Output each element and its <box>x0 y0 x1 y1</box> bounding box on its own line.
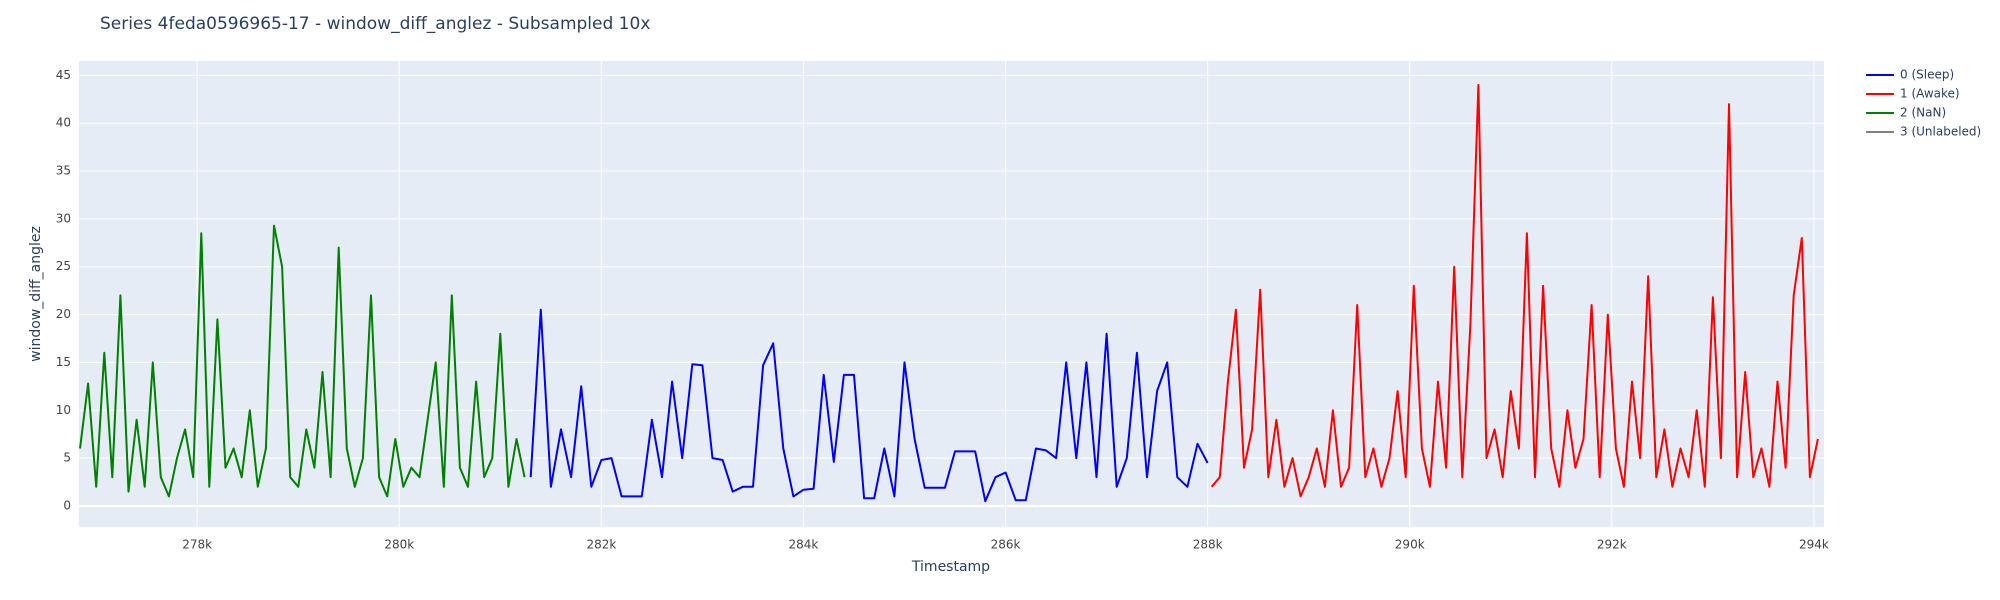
chart-title: Series 4feda0596965-17 - window_diff_ang… <box>100 14 650 34</box>
legend-label: 2 (NaN) <box>1900 106 1946 120</box>
y-tick-label: 10 <box>56 403 71 417</box>
y-tick-label: 30 <box>56 211 71 225</box>
y-tick-label: 20 <box>56 307 71 321</box>
x-tick-label: 278k <box>182 538 212 552</box>
series-line <box>79 224 526 498</box>
x-tick-label: 280k <box>384 538 414 552</box>
y-tick-label: 45 <box>56 68 71 82</box>
x-tick-label: 284k <box>789 538 819 552</box>
legend-label: 3 (Unlabeled) <box>1900 125 1981 139</box>
legend-label: 1 (Awake) <box>1900 87 1960 101</box>
y-tick-label: 35 <box>56 164 71 178</box>
y-tick-label: 25 <box>56 259 71 273</box>
x-tick-label: 288k <box>1193 538 1223 552</box>
y-tick-label: 40 <box>56 116 71 130</box>
x-tick-label: 294k <box>1799 538 1829 552</box>
series-line <box>1210 83 1819 498</box>
y-axis-label: window_diff_anglez <box>28 226 44 362</box>
x-tick-label: 286k <box>991 538 1021 552</box>
legend-label: 0 (Sleep) <box>1900 68 1954 82</box>
y-tick-label: 5 <box>63 451 71 465</box>
x-axis-label: Timestamp <box>911 559 990 575</box>
y-tick-label: 0 <box>63 498 71 512</box>
y-tick-label: 15 <box>56 355 71 369</box>
x-tick-label: 292k <box>1597 538 1627 552</box>
series-line <box>529 308 1209 503</box>
x-tick-label: 290k <box>1395 538 1425 552</box>
x-tick-label: 282k <box>586 538 616 552</box>
